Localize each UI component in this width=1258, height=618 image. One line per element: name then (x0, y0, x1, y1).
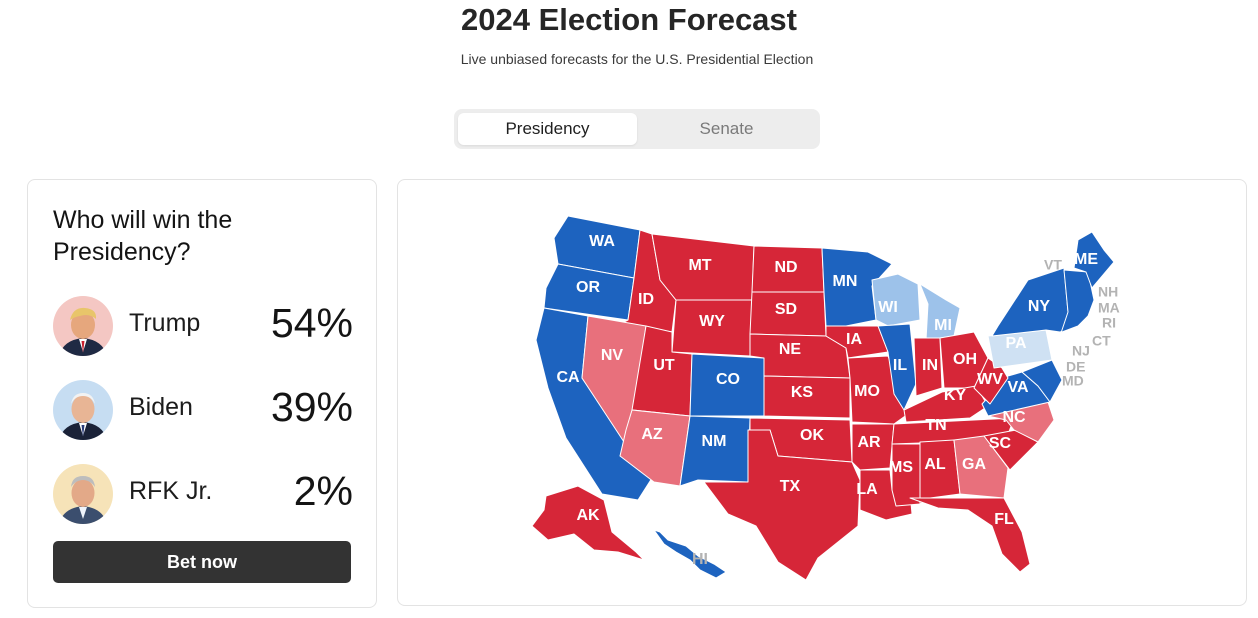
page-title: 2024 Election Forecast (461, 2, 797, 37)
state-shape[interactable] (953, 435, 1009, 499)
state-label: TX (780, 478, 801, 495)
state-label: AK (576, 507, 600, 524)
state-label: IA (846, 331, 862, 348)
state-label: FL (994, 511, 1014, 528)
state-label: VA (1007, 379, 1028, 396)
state-label: MI (934, 317, 952, 334)
small-state-label: NH (1098, 284, 1118, 300)
state-label: NY (1028, 298, 1051, 315)
us-electoral-map: WA OR CA ID NV MT WY UT AZ CO NM ND SD NE KS OK TX MN IA MO… (531, 215, 1120, 581)
state-label: CO (716, 371, 740, 388)
candidate-name-biden: Biden (129, 393, 193, 421)
state-shape[interactable] (653, 529, 727, 579)
state-label: MS (889, 459, 913, 476)
small-state-label: MA (1098, 300, 1120, 316)
candidate-row-biden: Biden 39% (53, 380, 353, 442)
state-label: AL (924, 456, 946, 473)
state-label: PA (1005, 335, 1026, 352)
tab-senate[interactable]: Senate (699, 119, 754, 138)
candidate-name-trump: Trump (129, 309, 201, 337)
candidate-percent-rfk: 2% (293, 468, 353, 514)
biden-portrait-icon (53, 380, 113, 440)
small-state-label: CT (1092, 333, 1111, 349)
state-shape[interactable] (543, 263, 635, 321)
candidate-percent-trump: 54% (270, 300, 353, 346)
state-shape (1051, 269, 1095, 361)
candidate-name-rfk: RFK Jr. (129, 477, 213, 505)
state-label: NC (1002, 409, 1026, 426)
forecast-card: Who will win the Presidency? Trump 54% (27, 179, 377, 608)
state-shape[interactable] (909, 497, 1031, 573)
forecast-question: Who will win the Presidency? (53, 206, 233, 266)
state-label: WV (977, 371, 1003, 388)
state-label: AR (857, 434, 881, 451)
biden-avatar (53, 380, 113, 440)
race-tabs: Presidency Senate (454, 109, 820, 149)
state-shape[interactable] (891, 443, 921, 507)
state-label: HI (692, 551, 708, 568)
state-label: MO (854, 383, 880, 400)
state-label: SC (989, 435, 1012, 452)
trump-portrait-icon (53, 296, 113, 356)
state-label: GA (962, 456, 986, 473)
rfk-portrait-icon (53, 464, 113, 524)
state-label: CA (556, 369, 580, 386)
state-shape[interactable] (703, 429, 861, 581)
state-label: LA (856, 481, 878, 498)
state-label: IN (922, 357, 938, 374)
state-label: KY (944, 387, 967, 404)
state-shape[interactable] (531, 485, 645, 561)
state-shape[interactable] (913, 337, 943, 397)
state-label: WA (589, 233, 615, 250)
state-shape[interactable] (1073, 231, 1115, 289)
state-label: ID (638, 291, 654, 308)
map-card: WA OR CA ID NV MT WY UT AZ CO NM ND SD NE KS OK TX MN IA MO… (397, 179, 1247, 606)
state-label: NM (702, 433, 727, 450)
state-label: MT (688, 257, 711, 274)
state-label: KS (791, 384, 814, 401)
bet-now-button[interactable]: Bet now (53, 541, 351, 583)
state-label: WY (699, 313, 725, 330)
tab-presidency[interactable]: Presidency (458, 113, 637, 145)
state-label: OK (800, 427, 824, 444)
small-state-label: RI (1102, 315, 1116, 331)
candidate-row-trump: Trump 54% (53, 296, 353, 358)
state-label: IL (893, 357, 907, 374)
state-shape (1021, 359, 1063, 403)
state-shape[interactable] (679, 415, 751, 487)
small-state-label: NJ (1072, 343, 1090, 359)
state-label: MN (833, 273, 858, 290)
state-label: AZ (641, 426, 663, 443)
candidate-percent-biden: 39% (270, 384, 353, 430)
small-state-label: VT (1044, 257, 1062, 273)
state-label: NV (601, 347, 624, 364)
state-shape[interactable] (919, 439, 961, 505)
state-label: ND (774, 259, 797, 276)
state-label: UT (653, 357, 675, 374)
rfk-avatar (53, 464, 113, 524)
state-shape[interactable] (871, 273, 921, 327)
small-state-label: MD (1062, 373, 1084, 389)
state-shape[interactable] (763, 375, 851, 419)
state-shape[interactable] (851, 423, 895, 471)
state-shape[interactable] (973, 357, 1009, 405)
state-label: TN (925, 417, 946, 434)
state-label: WI (878, 299, 898, 316)
trump-avatar (53, 296, 113, 356)
state-label: NE (779, 341, 802, 358)
state-label: ME (1074, 251, 1098, 268)
state-label: OR (576, 279, 600, 296)
state-label: SD (775, 301, 797, 318)
state-label: OH (953, 351, 977, 368)
small-state-label: DE (1066, 359, 1085, 375)
candidate-row-rfk: RFK Jr. 2% (53, 464, 353, 526)
page-subtitle: Live unbiased forecasts for the U.S. Pre… (460, 51, 814, 67)
